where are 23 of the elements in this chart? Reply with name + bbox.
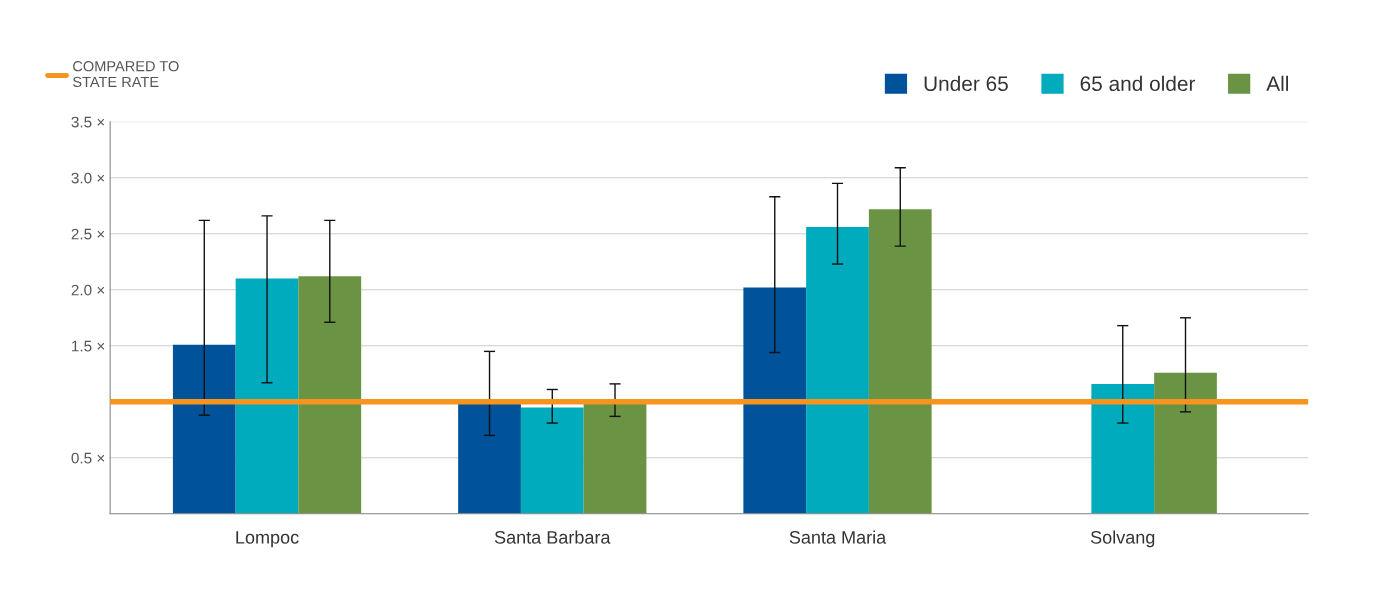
x-tick-label: Santa Barbara	[494, 530, 611, 544]
bar	[235, 278, 299, 514]
x-tick-label: Lompoc	[236, 531, 299, 548]
bar	[1154, 372, 1217, 514]
y-tick-label: 2.5 ×	[71, 228, 105, 240]
bar	[298, 276, 362, 514]
x-tick-label: Santa Maria	[789, 530, 887, 544]
y-tick-label: 0.5 ×	[71, 452, 105, 464]
bar	[868, 209, 932, 514]
bar	[743, 287, 807, 514]
bar	[806, 227, 869, 514]
y-tick-label: 3.5 ×	[71, 116, 105, 128]
x-tick-label: Solvang	[1090, 530, 1155, 548]
y-tick-label: 3.0 ×	[71, 172, 105, 184]
legend-label: Under 65	[924, 75, 1008, 92]
legend-label: COMPARED TO STATE RATE	[73, 61, 179, 88]
bar	[520, 407, 584, 514]
y-tick-label: 2.0 ×	[71, 284, 105, 296]
bar	[172, 344, 236, 514]
y-tick-label: 1.5 ×	[72, 340, 105, 352]
legend-label: 65 and older	[1080, 75, 1196, 92]
legend-label: All	[1266, 75, 1289, 91]
bar	[1091, 383, 1155, 514]
